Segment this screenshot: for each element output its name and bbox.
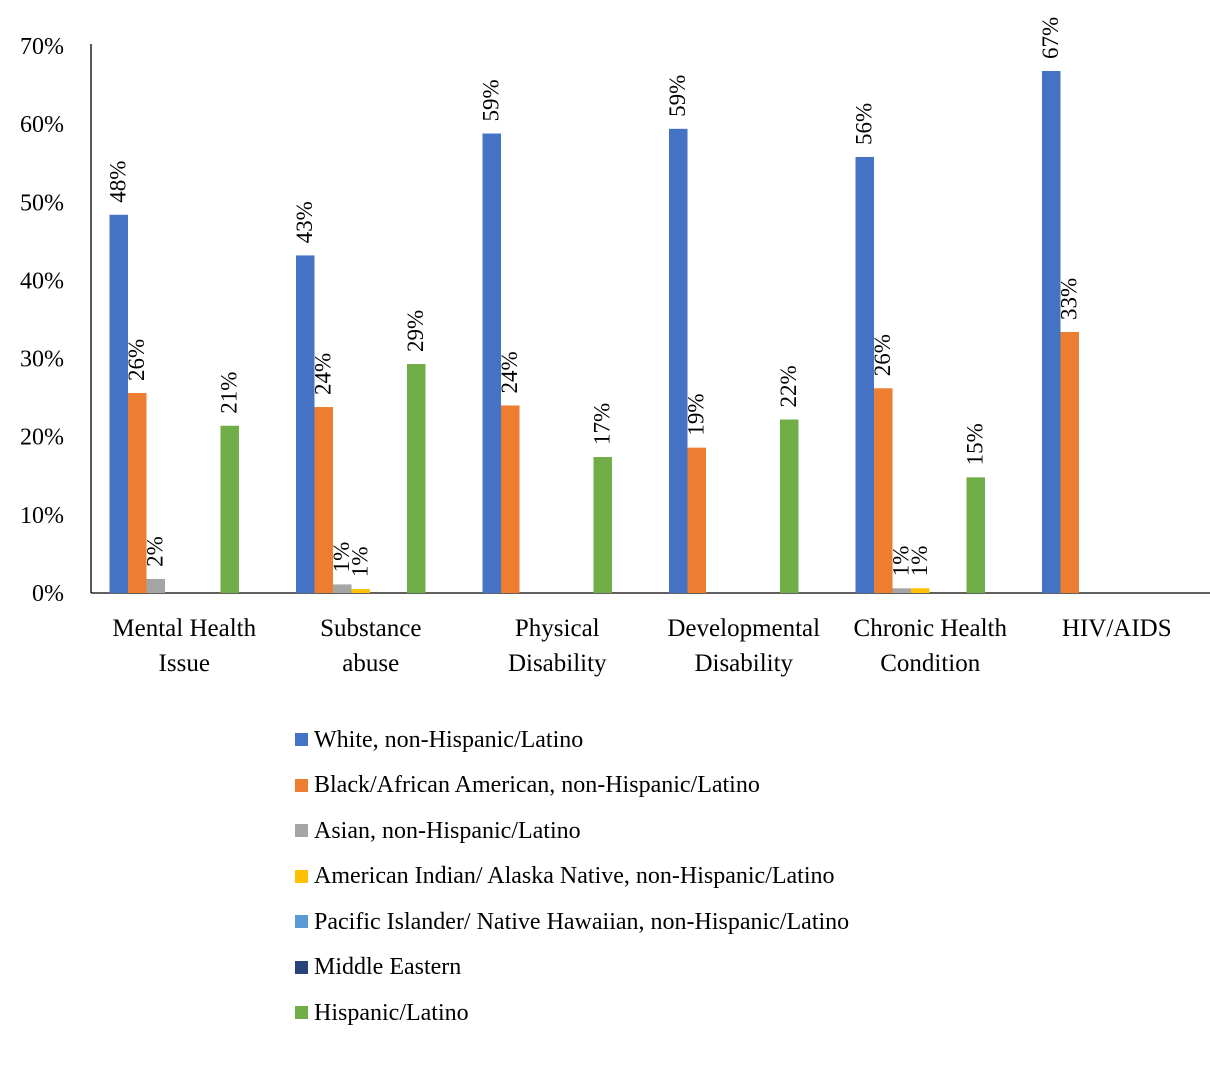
data-label: 21% xyxy=(217,372,242,414)
data-label: 43% xyxy=(292,201,317,243)
bar xyxy=(1060,332,1079,593)
data-label: 56% xyxy=(852,103,877,145)
data-label: 48% xyxy=(106,161,131,203)
x-category-label: Disability xyxy=(508,650,607,677)
y-tick-label: 0% xyxy=(32,581,64,607)
bar xyxy=(220,425,239,593)
data-label: 67% xyxy=(1038,17,1063,59)
bar xyxy=(128,392,147,593)
y-tick-label: 30% xyxy=(20,347,64,373)
legend-item: Middle Eastern xyxy=(295,945,849,991)
x-category-label: Issue xyxy=(159,650,210,677)
legend-swatch xyxy=(295,869,308,883)
bar xyxy=(296,255,315,593)
data-label: 1% xyxy=(907,546,932,577)
legend-label: Black/African American, non-Hispanic/Lat… xyxy=(314,772,760,799)
bar xyxy=(874,388,893,593)
chart-legend: White, non-Hispanic/Latino Black/African … xyxy=(295,717,849,1036)
legend-label: Pacific Islander/ Native Hawaiian, non-H… xyxy=(314,908,850,935)
legend-item: American Indian/ Alaska Native, non-Hisp… xyxy=(295,854,849,900)
bar xyxy=(855,156,874,593)
bar xyxy=(501,405,520,593)
legend-item: Pacific Islander/ Native Hawaiian, non-H… xyxy=(295,899,849,945)
data-label: 33% xyxy=(1057,278,1082,320)
data-label: 22% xyxy=(776,365,801,407)
y-tick-label: 60% xyxy=(20,112,64,138)
x-category-label: Disability xyxy=(694,650,793,677)
bar xyxy=(966,477,985,593)
legend-item: Black/African American, non-Hispanic/Lat… xyxy=(295,763,849,809)
legend-label: Hispanic/Latino xyxy=(314,999,469,1026)
x-category-label: Physical xyxy=(515,615,600,642)
bar xyxy=(351,589,370,593)
x-category-label: HIV/AIDS xyxy=(1062,615,1172,642)
legend-item: Hispanic/Latino xyxy=(295,990,849,1036)
data-label: 24% xyxy=(311,353,336,395)
legend-label: White, non-Hispanic/Latino xyxy=(314,726,584,753)
x-category-label: Condition xyxy=(880,650,981,677)
y-tick-label: 50% xyxy=(20,190,64,216)
data-label: 26% xyxy=(870,334,895,376)
data-label: 29% xyxy=(403,310,428,352)
bar xyxy=(1042,71,1061,593)
bar xyxy=(407,364,426,593)
bar xyxy=(146,578,165,593)
legend-swatch xyxy=(295,1006,308,1020)
bar xyxy=(482,133,501,593)
legend-item: Asian, non-Hispanic/Latino xyxy=(295,808,849,854)
bar xyxy=(109,214,128,593)
bar xyxy=(911,588,930,593)
data-label: 17% xyxy=(590,403,615,445)
bar xyxy=(669,128,688,593)
legend-swatch xyxy=(295,824,308,838)
data-label: 1% xyxy=(348,546,373,577)
y-tick-label: 70% xyxy=(20,34,64,60)
legend-swatch xyxy=(295,915,308,929)
data-label: 59% xyxy=(479,79,504,121)
y-tick-label: 20% xyxy=(20,425,64,451)
legend-swatch xyxy=(295,960,308,974)
bar-chart: 0% 10% 20% 30% 40% 50% 60% 70% 48% 26% 2% 21% Mental… xyxy=(20,17,1210,677)
x-category-label: Developmental xyxy=(667,615,820,642)
bar xyxy=(780,419,799,593)
legend-swatch xyxy=(295,778,308,792)
data-label: 2% xyxy=(143,536,168,567)
bar xyxy=(687,447,706,593)
legend-label: Middle Eastern xyxy=(314,954,462,981)
data-label: 1% xyxy=(329,542,354,573)
data-label: 59% xyxy=(665,75,690,117)
data-label: 24% xyxy=(497,351,522,393)
legend-label: Asian, non-Hispanic/Latino xyxy=(314,817,581,844)
x-category-label: Mental Health xyxy=(112,615,256,642)
bar xyxy=(333,584,352,593)
data-label: 19% xyxy=(684,393,709,435)
legend-swatch xyxy=(295,733,308,747)
x-category-label: Chronic Health xyxy=(854,615,1008,642)
data-label: 1% xyxy=(889,546,914,577)
bar xyxy=(892,588,911,593)
data-label: 15% xyxy=(963,423,988,465)
legend-item: White, non-Hispanic/Latino xyxy=(295,717,849,763)
bar xyxy=(593,457,612,593)
legend-label: American Indian/ Alaska Native, non-Hisp… xyxy=(314,863,835,890)
y-tick-label: 40% xyxy=(20,268,64,294)
x-category-label: abuse xyxy=(342,650,399,677)
data-label: 26% xyxy=(124,339,149,381)
bar xyxy=(314,407,333,593)
x-category-label: Substance xyxy=(320,615,421,642)
y-tick-label: 10% xyxy=(20,503,64,529)
